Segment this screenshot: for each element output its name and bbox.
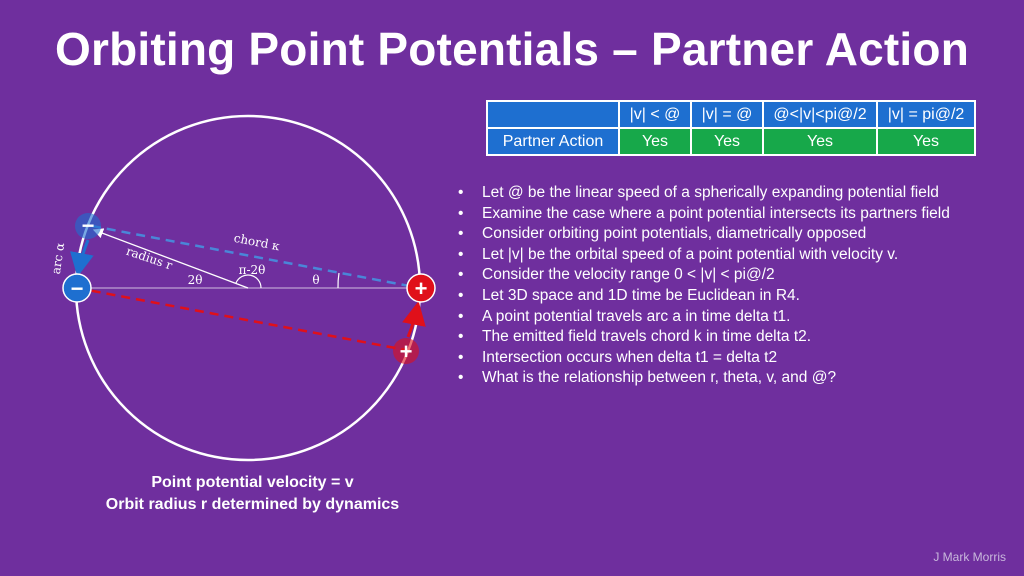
author-credit: J Mark Morris (933, 550, 1006, 564)
positive-potential-faded (393, 338, 419, 364)
chord-line (91, 224, 421, 290)
two-theta-label: 2θ (188, 273, 203, 287)
pi-minus-two-theta-label: π-2θ (239, 263, 266, 277)
negative-symbol: − (71, 276, 84, 301)
table-header-cell: |v| = @ (690, 100, 764, 129)
bullet-item: Consider orbiting point potentials, diam… (458, 224, 1018, 245)
angle-arc-center (235, 274, 262, 289)
table-header-cell: @<|v|<pi@/2 (762, 100, 878, 129)
bullet-item: The emitted field travels chord k in tim… (458, 327, 1018, 348)
red-dashed-line (76, 286, 407, 352)
arc-label: arc α (49, 242, 67, 275)
radius-arrow (92, 228, 249, 289)
negative-faded-symbol: − (82, 213, 95, 238)
angle-arc-theta (337, 272, 340, 289)
chord-label: chord κ (233, 231, 282, 254)
table-row-label: Partner Action (486, 127, 620, 156)
bullet-item: Let |v| be the orbital speed of a point … (458, 245, 1018, 266)
slide-title: Orbiting Point Potentials – Partner Acti… (54, 23, 969, 75)
diagram-caption: Point potential velocity = v Orbit radiu… (60, 472, 445, 516)
table-cell: Yes (690, 127, 764, 156)
arc-arrow-red (402, 301, 426, 338)
bullet-item: A point potential travels arc a in time … (458, 307, 1018, 328)
table-row: Partner Action Yes Yes Yes Yes (486, 127, 976, 156)
table-header-cell: |v| = pi@/2 (876, 100, 976, 129)
bullet-item: Let @ be the linear speed of a spherical… (458, 183, 1018, 204)
table-header-cell: |v| < @ (618, 100, 692, 129)
caption-line-1: Point potential velocity = v (151, 474, 354, 491)
bullet-item: Examine the case where a point potential… (458, 204, 1018, 225)
radius-label: radius r (124, 244, 174, 273)
negative-potential-faded (75, 213, 101, 239)
bullet-item: Let 3D space and 1D time be Euclidean in… (458, 286, 1018, 307)
negative-potential (62, 273, 92, 303)
bullet-item: Intersection occurs when delta t1 = delt… (458, 348, 1018, 369)
table-cell: Yes (762, 127, 878, 156)
table-cell: Yes (618, 127, 692, 156)
bullet-item: What is the relationship between r, thet… (458, 368, 1018, 389)
bullet-list: Let @ be the linear speed of a spherical… (458, 183, 1018, 389)
bullet-item: Consider the velocity range 0 < |v| < pi… (458, 265, 1018, 286)
caption-line-2: Orbit radius r determined by dynamics (105, 496, 400, 513)
table-corner-cell (486, 100, 620, 129)
positive-symbol: + (415, 276, 428, 301)
table-cell: Yes (876, 127, 976, 156)
table-header-row: |v| < @ |v| = @ @<|v|<pi@/2 |v| = pi@/2 (486, 100, 976, 129)
positive-potential (406, 273, 436, 303)
positive-faded-symbol: + (400, 339, 413, 364)
partner-action-table: |v| < @ |v| = @ @<|v|<pi@/2 |v| = pi@/2 … (486, 100, 976, 156)
theta-label: θ (312, 273, 319, 287)
